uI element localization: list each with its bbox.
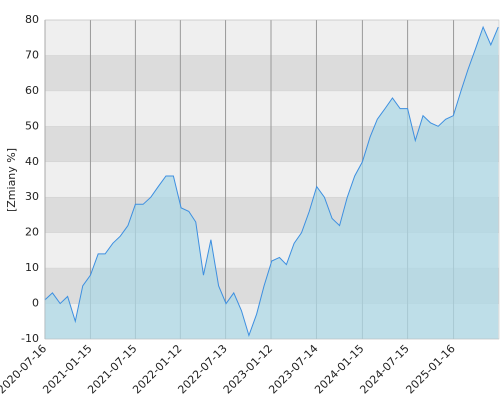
y-tick-label: -10: [21, 332, 39, 345]
y-tick-label: 20: [25, 226, 39, 239]
y-tick-label: 80: [25, 13, 39, 26]
y-tick-label: 30: [25, 190, 39, 203]
x-tick-label: 2025-01-16: [403, 342, 457, 396]
y-tick-label: 70: [25, 48, 39, 61]
grid-band: [45, 20, 499, 56]
area: [44, 27, 499, 339]
y-tick-label: 50: [25, 119, 39, 132]
y-tick-label: 60: [25, 84, 39, 97]
grid-band: [45, 90, 499, 127]
y-tick-label: 0: [32, 297, 39, 310]
y-tick-label: 10: [25, 261, 39, 274]
y-axis-label: [Zmiany %]: [5, 148, 18, 212]
plot-border: [44, 19, 500, 340]
y-tick-label: 40: [25, 155, 39, 168]
grid-band: [45, 55, 499, 91]
line: [44, 25, 499, 338]
